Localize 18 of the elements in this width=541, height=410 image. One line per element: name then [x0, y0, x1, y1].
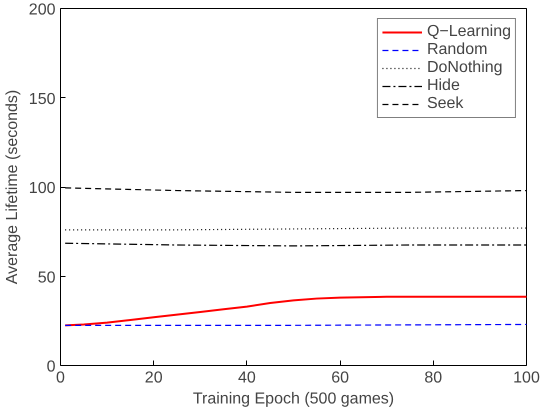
x-axis-title: Training Epoch (500 games) [192, 390, 394, 408]
x-tick-label: 20 [144, 370, 163, 386]
legend-label: Q−Learning [426, 23, 511, 41]
x-tick-label: 60 [331, 370, 350, 386]
y-axis-title: Average Lifetime (seconds) [4, 90, 21, 284]
x-tick-label: 100 [513, 370, 540, 386]
y-tick-label: 200 [28, 2, 56, 18]
y-tick-label: 50 [38, 269, 56, 286]
y-tick-label: 0 [46, 358, 56, 376]
legend-label: Random [426, 41, 488, 59]
y-tick-label: 150 [28, 90, 56, 108]
legend-label: Seek [426, 95, 464, 113]
x-tick-label: 40 [238, 370, 256, 386]
legend-label: Hide [426, 77, 460, 95]
y-tick-label: 100 [28, 180, 56, 197]
line-series [64, 296, 526, 326]
legend-label: DoNothing [426, 59, 503, 77]
x-tick-label: 80 [424, 370, 442, 386]
